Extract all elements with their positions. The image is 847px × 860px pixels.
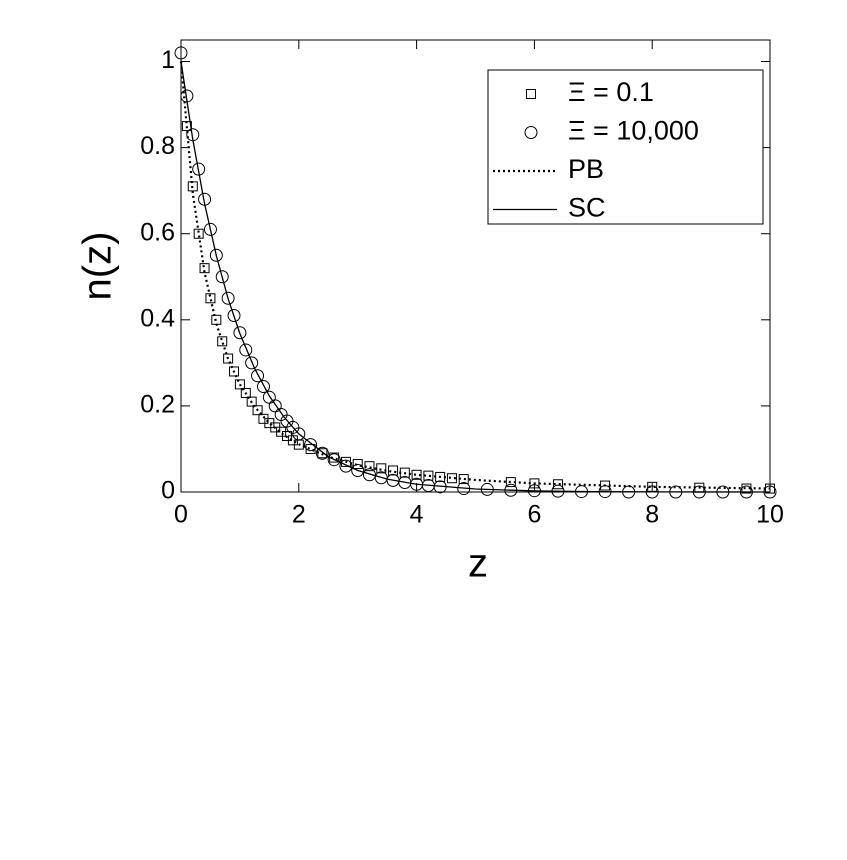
- y-axis-label: n(z): [76, 232, 120, 301]
- point: [446, 473, 457, 484]
- point: [527, 484, 541, 498]
- point: [600, 480, 611, 491]
- point: [245, 356, 259, 370]
- legend-label: PB: [568, 154, 604, 184]
- point: [622, 485, 636, 499]
- point: [239, 343, 253, 357]
- legend-label: Ξ = 10,000: [568, 116, 699, 146]
- point: [181, 121, 192, 132]
- point: [435, 471, 446, 482]
- point: [423, 470, 434, 481]
- y-tick-label: 0.2: [140, 391, 175, 419]
- point: [505, 477, 516, 488]
- point: [227, 309, 241, 323]
- point: [211, 314, 222, 325]
- legend-marker: [524, 126, 538, 139]
- point: [339, 459, 353, 473]
- point: [552, 479, 563, 490]
- x-tick-label: 2: [292, 501, 306, 529]
- point: [376, 463, 387, 474]
- point: [529, 478, 540, 489]
- point: [329, 452, 340, 463]
- point: [304, 438, 318, 452]
- point: [551, 484, 565, 498]
- series-line: [179, 61, 771, 490]
- plot-frame: [180, 39, 771, 493]
- point: [209, 248, 223, 262]
- legend-label: Ξ = 0.1: [568, 77, 654, 107]
- point: [251, 369, 265, 383]
- point: [692, 485, 706, 499]
- y-tick-label: 0: [161, 477, 175, 505]
- point: [192, 162, 206, 176]
- point: [362, 468, 376, 482]
- x-tick-label: 4: [410, 501, 424, 529]
- point: [262, 390, 276, 404]
- series-line: [180, 61, 771, 493]
- point: [352, 459, 363, 470]
- point: [215, 270, 229, 284]
- point: [739, 485, 753, 499]
- x-tick-label: 8: [645, 501, 659, 529]
- point: [315, 446, 329, 460]
- point: [223, 353, 234, 364]
- point: [233, 326, 247, 340]
- point: [256, 380, 270, 394]
- point: [186, 128, 200, 142]
- point: [205, 293, 216, 304]
- legend-marker: [526, 89, 536, 99]
- point: [187, 181, 198, 192]
- point: [246, 396, 257, 407]
- point: [457, 482, 471, 496]
- point: [645, 485, 659, 499]
- y-tick-label: 1: [161, 46, 175, 74]
- point: [292, 427, 306, 441]
- point: [252, 405, 263, 416]
- point: [411, 469, 422, 480]
- point: [317, 448, 328, 459]
- x-tick-label: 0: [174, 501, 188, 529]
- point: [399, 467, 410, 478]
- point: [647, 481, 658, 492]
- x-axis-label: z: [468, 542, 488, 586]
- point: [203, 222, 217, 236]
- point: [716, 485, 730, 499]
- point: [234, 379, 245, 390]
- y-tick-label: 0.8: [140, 132, 175, 160]
- point: [598, 485, 612, 499]
- point: [364, 461, 375, 472]
- x-tick-label: 6: [527, 501, 541, 529]
- point: [217, 336, 228, 347]
- point: [669, 485, 683, 499]
- point: [327, 453, 341, 467]
- point: [575, 485, 589, 499]
- point: [193, 228, 204, 239]
- point: [433, 480, 447, 494]
- point: [268, 399, 282, 413]
- point: [198, 192, 212, 206]
- point: [229, 366, 240, 377]
- point: [480, 482, 494, 496]
- point: [221, 291, 235, 305]
- point: [388, 465, 399, 476]
- legend-label: SC: [568, 193, 606, 223]
- point: [174, 46, 188, 60]
- legend-box: [487, 69, 764, 225]
- point: [351, 463, 365, 477]
- point: [199, 263, 210, 274]
- point: [180, 89, 194, 103]
- point: [763, 485, 777, 499]
- y-tick-label: 0.6: [140, 218, 175, 246]
- point: [240, 387, 251, 398]
- x-tick-label: 10: [756, 501, 784, 529]
- point: [504, 483, 518, 497]
- point: [458, 474, 469, 485]
- y-tick-label: 0.4: [140, 304, 175, 332]
